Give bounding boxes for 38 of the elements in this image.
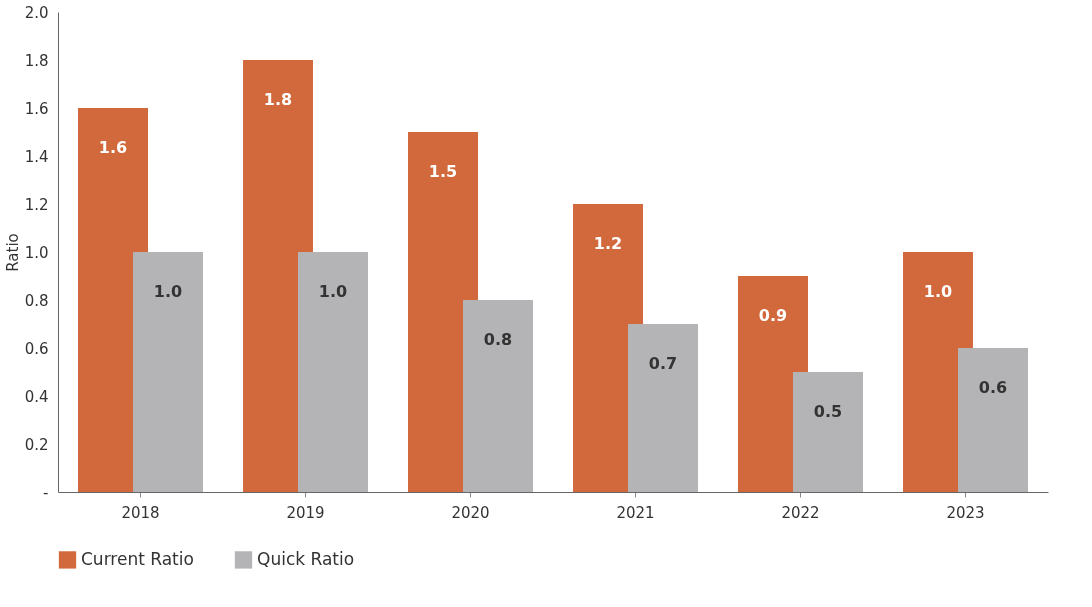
x-tick-label: 2019 [286, 503, 325, 522]
bar [463, 300, 533, 492]
data-label: 1.0 [318, 282, 348, 301]
y-tick-label: 2.0 [24, 3, 49, 22]
x-tick-label: 2022 [781, 503, 820, 522]
data-label: 0.7 [648, 354, 678, 373]
y-tick-label: 1.8 [24, 51, 49, 70]
data-label: 1.5 [428, 162, 458, 181]
data-label: 0.9 [758, 306, 788, 325]
data-label: 0.6 [978, 378, 1008, 397]
y-tick-label: 1.0 [24, 243, 49, 262]
data-label: 1.2 [593, 234, 623, 253]
y-tick-label: 0.8 [24, 291, 49, 310]
bar [298, 252, 368, 492]
y-tick-label: 1.4 [24, 147, 49, 166]
bar [958, 348, 1028, 492]
x-tick-label: 2020 [451, 503, 490, 522]
bar [793, 372, 863, 492]
legend-label: Quick Ratio [257, 548, 355, 569]
legend-label: Current Ratio [81, 548, 194, 569]
y-axis-title: Ratio [3, 233, 22, 272]
x-tick-label: 2023 [946, 503, 985, 522]
bar [628, 324, 698, 492]
y-tick-label: 1.2 [24, 195, 49, 214]
y-tick-label: - [43, 483, 49, 502]
data-label: 0.8 [483, 330, 513, 349]
data-label: 1.8 [263, 90, 293, 109]
x-tick-label: 2018 [121, 503, 160, 522]
y-tick-label: 0.4 [24, 387, 49, 406]
data-label: 1.0 [923, 282, 953, 301]
data-label: 1.6 [98, 138, 128, 157]
y-tick-label: 1.6 [24, 99, 49, 118]
bar [133, 252, 203, 492]
data-label: 0.5 [813, 402, 843, 421]
data-label: 1.0 [153, 282, 183, 301]
y-tick-label: 0.2 [24, 435, 49, 454]
y-tick-label: 0.6 [24, 339, 49, 358]
x-tick-label: 2021 [616, 503, 655, 522]
